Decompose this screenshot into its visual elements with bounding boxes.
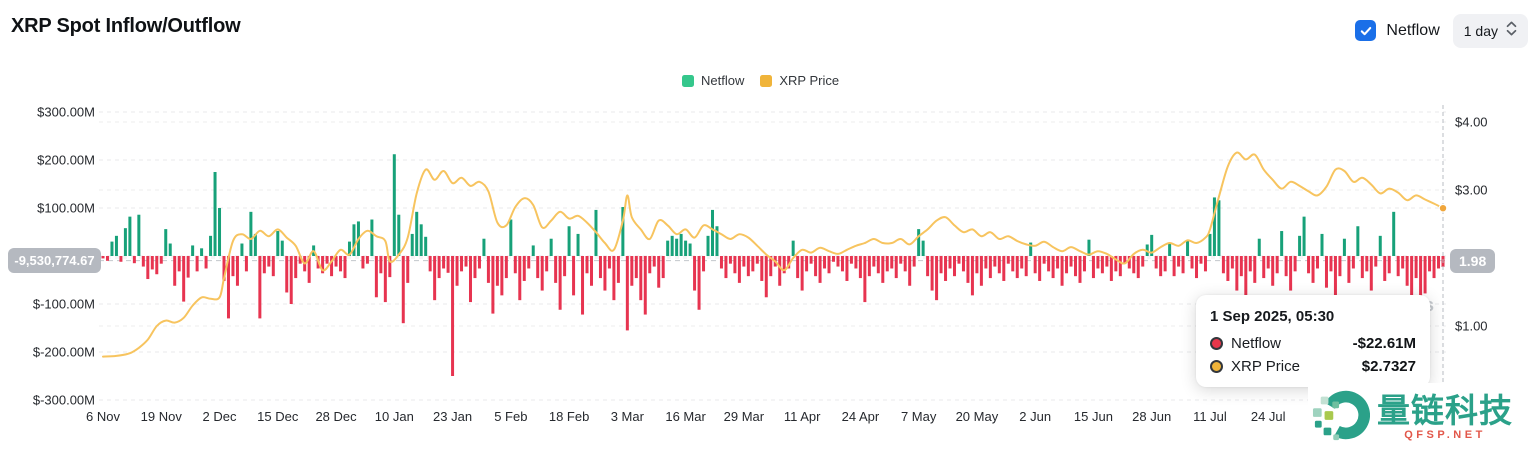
svg-text:7 May: 7 May xyxy=(901,409,937,424)
brand-watermark: 量链科技 QFSP.NET xyxy=(1308,383,1536,452)
page-title: XRP Spot Inflow/Outflow xyxy=(11,15,241,37)
svg-text:19 Nov: 19 Nov xyxy=(141,409,183,424)
brand-domain: QFSP.NET xyxy=(1404,429,1486,442)
svg-text:$1.00: $1.00 xyxy=(1455,319,1488,334)
chart-tooltip: 1 Sep 2025, 05:30 Netflow -$22.61M XRP P… xyxy=(1196,295,1430,387)
svg-text:$-200.00M: $-200.00M xyxy=(33,345,95,360)
svg-text:6 Nov: 6 Nov xyxy=(86,409,120,424)
svg-text:$3.00: $3.00 xyxy=(1455,183,1488,198)
svg-text:29 Mar: 29 Mar xyxy=(724,409,765,424)
xrp-price-swatch-icon xyxy=(760,74,773,87)
svg-text:3 Mar: 3 Mar xyxy=(611,409,645,424)
netflow-toggle[interactable]: Netflow xyxy=(1355,20,1440,41)
legend-xrp-price-label: XRP Price xyxy=(779,73,840,88)
tooltip-xrp-price-value: $2.7327 xyxy=(1361,358,1416,375)
interval-selected-value: 1 day xyxy=(1463,22,1498,39)
brand-text-block: 量链科技 QFSP.NET xyxy=(1377,391,1513,442)
header-controls: Netflow 1 day xyxy=(1355,13,1528,48)
svg-text:$100.00M: $100.00M xyxy=(37,201,95,216)
current-price-axis-badge: 1.98 xyxy=(1450,249,1496,273)
svg-text:$300.00M: $300.00M xyxy=(37,105,95,120)
xrp-price-dot-icon xyxy=(1210,360,1223,373)
svg-text:$-300.00M: $-300.00M xyxy=(33,393,95,408)
svg-text:20 May: 20 May xyxy=(956,409,999,424)
svg-text:28 Dec: 28 Dec xyxy=(315,409,357,424)
checkbox-checked-icon[interactable] xyxy=(1355,20,1377,41)
chart-legend: Netflow XRP Price xyxy=(682,73,839,88)
tooltip-xrp-price-label: XRP Price xyxy=(1231,358,1300,375)
svg-text:24 Jul: 24 Jul xyxy=(1251,409,1286,424)
legend-netflow-label: Netflow xyxy=(701,73,745,88)
svg-text:5 Feb: 5 Feb xyxy=(494,409,527,424)
svg-text:11 Apr: 11 Apr xyxy=(784,409,821,424)
svg-text:28 Jun: 28 Jun xyxy=(1132,409,1171,424)
tooltip-netflow-value: -$22.61M xyxy=(1352,335,1416,352)
updown-chevrons-icon xyxy=(1506,21,1517,41)
svg-text:15 Dec: 15 Dec xyxy=(257,409,299,424)
tooltip-row-netflow: Netflow -$22.61M xyxy=(1210,335,1416,352)
current-netflow-badge: -9,530,774.67 xyxy=(8,248,101,273)
netflow-toggle-label: Netflow xyxy=(1386,21,1440,39)
svg-text:2 Jun: 2 Jun xyxy=(1019,409,1051,424)
svg-text:16 Mar: 16 Mar xyxy=(665,409,706,424)
interval-selector[interactable]: 1 day xyxy=(1452,13,1528,48)
svg-text:18 Feb: 18 Feb xyxy=(549,409,589,424)
svg-text:23 Jan: 23 Jan xyxy=(433,409,472,424)
legend-item-xrp-price[interactable]: XRP Price xyxy=(760,73,839,88)
svg-text:$-100.00M: $-100.00M xyxy=(33,297,95,312)
legend-item-netflow[interactable]: Netflow xyxy=(682,73,744,88)
svg-text:15 Jun: 15 Jun xyxy=(1074,409,1113,424)
brand-name: 量链科技 xyxy=(1377,391,1513,429)
brand-logo-icon xyxy=(1312,386,1371,449)
tooltip-netflow-label: Netflow xyxy=(1231,335,1282,352)
netflow-swatch-icon xyxy=(682,74,694,87)
svg-text:$4.00: $4.00 xyxy=(1455,115,1488,130)
svg-text:11 Jul: 11 Jul xyxy=(1193,409,1227,424)
netflow-dot-icon xyxy=(1210,337,1223,350)
svg-text:24 Apr: 24 Apr xyxy=(842,409,880,424)
svg-text:2 Dec: 2 Dec xyxy=(203,409,237,424)
tooltip-row-xrp-price: XRP Price $2.7327 xyxy=(1210,358,1416,375)
svg-text:$200.00M: $200.00M xyxy=(37,153,95,168)
svg-text:10 Jan: 10 Jan xyxy=(375,409,414,424)
tooltip-date: 1 Sep 2025, 05:30 xyxy=(1210,308,1335,325)
